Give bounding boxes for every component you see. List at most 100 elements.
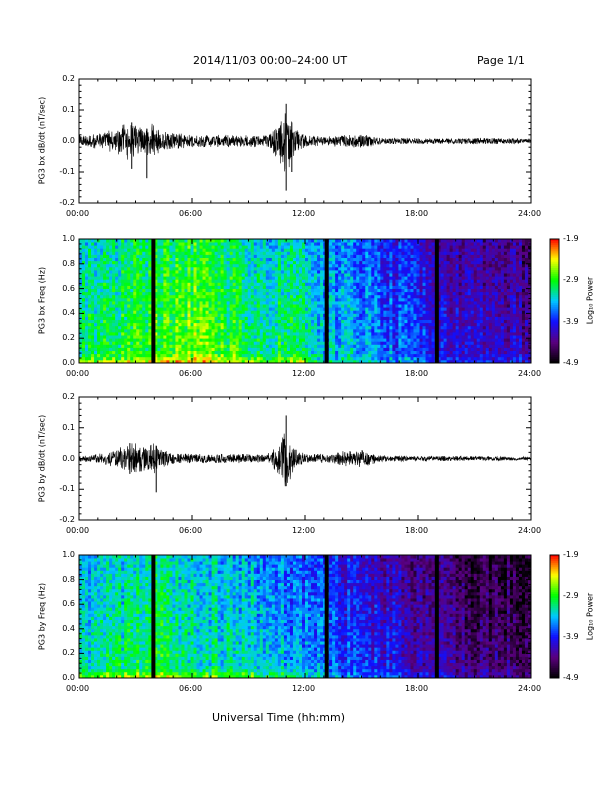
bx-spectrogram-cell xyxy=(238,257,243,262)
bx-spectrogram-cell xyxy=(205,257,209,262)
bx-spectrogram-cell xyxy=(211,328,215,333)
bx-spectrogram-cell xyxy=(85,347,89,351)
bx-spectrogram-cell xyxy=(97,270,101,274)
bx-spectrogram-cell xyxy=(121,307,125,311)
bx-spectrogram-cell xyxy=(386,335,390,339)
bx-spectrogram-cell xyxy=(329,316,333,320)
bx-spectrogram-cell xyxy=(308,242,312,246)
bx-spectrogram-cell xyxy=(115,270,119,274)
bx-spectrogram-cell xyxy=(94,316,98,320)
bx-spectrogram-cell xyxy=(410,310,414,314)
bx-spectrogram-cell xyxy=(106,257,110,262)
bx-spectrogram-cell xyxy=(82,310,86,314)
bx-spectrogram-cell xyxy=(214,294,219,299)
bx-spectrogram-cell xyxy=(82,307,86,311)
bx-spectrogram-cell xyxy=(211,356,215,361)
bx-spectrogram-cell xyxy=(220,270,225,274)
bx-spectrogram-cell xyxy=(380,239,384,243)
bx-spectrogram-cell xyxy=(277,344,282,348)
bx-spectrogram-cell xyxy=(320,239,324,243)
bx-spectrogram-cell xyxy=(187,257,191,262)
bx-spectrogram-cell xyxy=(305,270,309,274)
bx-spectrogram-cell xyxy=(211,304,215,308)
bx-spectrogram-cell xyxy=(244,325,249,330)
bx-spectrogram-cell xyxy=(223,263,228,268)
bx-spectrogram-cell xyxy=(301,251,306,255)
bx-spectrogram-cell xyxy=(250,242,255,246)
bx-spectrogram-cell xyxy=(169,347,173,351)
bx-spectrogram-cell xyxy=(127,322,131,327)
bx-spectrogram-cell xyxy=(163,313,167,317)
bx-spectrogram-cell xyxy=(335,285,339,289)
bx-spectrogram-cell xyxy=(398,332,402,336)
bx-spectrogram-cell xyxy=(308,257,312,262)
bx-spectrogram-cell xyxy=(389,266,393,271)
bx-spectrogram-cell xyxy=(148,248,152,252)
bx-spectrogram-cell xyxy=(145,276,149,280)
bx-spectrogram-cell xyxy=(295,291,300,296)
bx-spectrogram-cell xyxy=(208,328,212,333)
bx-spectrogram-cell xyxy=(109,263,113,268)
bx-spectrogram-cell xyxy=(178,356,182,361)
bx-spectrogram-cell xyxy=(416,335,420,339)
bx-spectrogram-cell xyxy=(262,344,267,348)
bx-spectrogram-cell xyxy=(94,338,98,342)
bx-spectrogram-cell xyxy=(440,332,445,336)
bx-spectrogram-cell xyxy=(106,282,110,286)
bx-spectrogram-cell xyxy=(130,344,134,348)
bx-spectrogram-cell xyxy=(160,248,164,252)
bx-spectrogram-cell xyxy=(428,332,432,336)
bx-spectrogram-cell xyxy=(196,257,200,262)
bx-spectrogram-cell xyxy=(380,313,384,317)
bx-spectrogram-cell xyxy=(166,245,170,249)
bx-spectrogram-cell xyxy=(130,254,134,258)
bx-spectrogram-cell xyxy=(380,276,384,280)
bx-spectrogram-cell xyxy=(280,322,285,327)
bx-spectrogram-cell xyxy=(172,310,176,314)
bx-spectrogram-cell xyxy=(374,257,378,262)
bx-spectrogram-cell xyxy=(178,270,182,274)
bx-spectrogram-cell xyxy=(356,332,360,336)
bx-spectrogram-cell xyxy=(410,245,414,249)
bx-spectrogram-cell xyxy=(145,307,149,311)
bx-spectrogram-cell xyxy=(226,341,231,345)
bx-spectrogram-cell xyxy=(268,328,273,333)
bx-spectrogram-cell xyxy=(79,273,83,277)
bx-spectrogram-cell xyxy=(256,242,261,246)
bx-spectrogram-cell xyxy=(380,273,384,277)
bx-spectrogram-cell xyxy=(202,263,206,268)
bx-spectrogram-cell xyxy=(205,266,209,271)
bx-spectrogram-cell xyxy=(271,325,276,330)
bx-spectrogram-cell xyxy=(404,344,408,348)
bx-spectrogram-cell xyxy=(82,341,86,345)
bx-spectrogram-cell xyxy=(226,319,231,324)
bx-spectrogram-cell xyxy=(416,313,420,317)
bx-spectrogram-cell xyxy=(280,344,285,348)
bx-spectrogram-cell xyxy=(271,350,276,355)
bx-spectrogram-cell xyxy=(94,344,98,348)
bx-spectrogram-cell xyxy=(205,325,209,330)
bx-spectrogram-cell xyxy=(353,310,357,314)
bx-spectrogram-cell xyxy=(79,353,83,358)
bx-spectrogram-cell xyxy=(175,325,179,330)
bx-spectrogram-cell xyxy=(338,239,342,243)
bx-spectrogram-x-tick-label: 06:00 xyxy=(179,369,203,378)
bx-spectrogram-cell xyxy=(362,313,366,317)
bx-spectrogram-cell xyxy=(103,359,107,364)
bx-spectrogram-cell xyxy=(199,319,203,324)
bx-spectrogram-cell xyxy=(329,270,333,274)
bx-spectrogram-cell xyxy=(398,291,402,296)
bx-spectrogram-cell xyxy=(437,310,441,314)
bx-spectrogram-cell xyxy=(235,310,240,314)
bx-spectrogram-cell xyxy=(329,350,333,355)
bx-spectrogram-cell xyxy=(178,251,182,255)
bx-spectrogram-cell xyxy=(404,338,408,342)
bx-spectrogram-cell xyxy=(314,332,318,336)
bx-spectrogram-cell xyxy=(166,263,170,268)
bx-spectrogram-cell xyxy=(401,338,405,342)
bx-spectrogram-cell xyxy=(347,322,351,327)
bx-spectrogram-cell xyxy=(226,353,231,358)
bx-spectrogram-cell xyxy=(440,263,445,268)
bx-spectrogram-cell xyxy=(94,263,98,268)
bx-spectrogram-cell xyxy=(283,332,288,336)
